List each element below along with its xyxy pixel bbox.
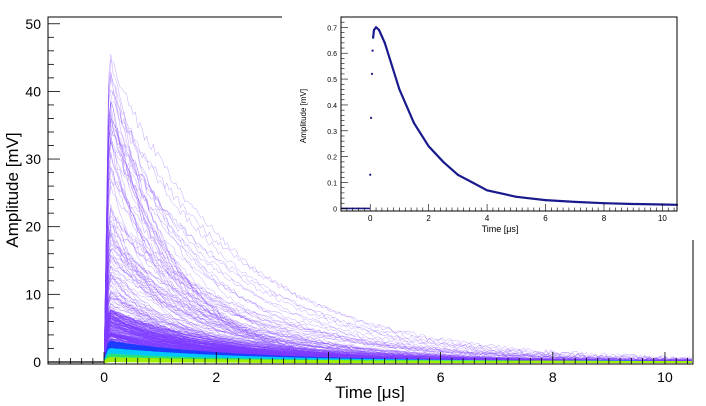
average-waveform-point [515, 195, 518, 198]
waveform-trace [103, 208, 692, 363]
waveform-trace [103, 118, 693, 363]
average-waveform-point [398, 88, 401, 91]
waveform-trace [103, 130, 693, 363]
waveform-trace [103, 260, 693, 363]
y-tick-label: 40 [25, 83, 41, 99]
waveform-trace [103, 256, 692, 363]
inset-y-tick-label: 0.4 [327, 103, 337, 110]
waveform-trace [103, 59, 693, 362]
y-tick-label: 50 [25, 16, 41, 32]
waveform-trace [103, 90, 692, 363]
waveform-trace [103, 234, 692, 363]
average-waveform-point [544, 199, 547, 202]
waveform-band-trace [103, 359, 692, 363]
inset-x-tick-label: 10 [658, 214, 667, 223]
average-waveform-point [602, 202, 606, 205]
average-waveform-point [369, 116, 373, 119]
x-tick-label: 0 [100, 369, 108, 385]
y-tick-label: 20 [25, 219, 41, 235]
y-tick-label: 30 [25, 151, 41, 167]
average-waveform-point [456, 173, 459, 176]
waveform-trace [103, 225, 692, 363]
waveform-trace [103, 215, 692, 363]
y-tick-label: 0 [33, 354, 41, 370]
inset-y-tick-label: 0 [333, 206, 337, 213]
inset-frame [340, 16, 678, 212]
average-waveform-point [371, 49, 374, 52]
inset-plot: 0 2 4 6 8 10 0 0.1 0.2 0.3 0.4 0.5 0.6 0.7 Time [μs] Am… [282, 8, 694, 240]
average-waveform-point [412, 121, 416, 125]
average-waveform-point [372, 36, 375, 39]
inset-y-tick-label: 0.6 [327, 51, 337, 58]
average-waveform-point [427, 145, 430, 148]
inset-y-tick-label: 0.2 [327, 155, 337, 162]
average-waveform-point [377, 28, 381, 32]
average-waveform-point [370, 72, 374, 76]
waveform-trace [103, 137, 692, 363]
inset-x-axis-label: Time [μs] [482, 224, 519, 234]
average-waveform-point [573, 200, 576, 204]
waveform-trace [103, 218, 693, 362]
waveform-trace [103, 312, 692, 362]
x-tick-label: 4 [325, 369, 333, 385]
inset-x-tick-label: 2 [426, 214, 431, 223]
average-waveform-point [442, 160, 445, 163]
inset-x-tick-label: 8 [602, 214, 607, 223]
waveform-trace [103, 239, 692, 362]
x-tick-label: 6 [437, 369, 445, 385]
waveform-trace [103, 225, 692, 363]
inset-y-tick-label: 0.3 [327, 129, 337, 136]
average-waveform-point [485, 189, 489, 192]
y-axis-label: Amplitude [mV] [3, 132, 22, 247]
inset-y-tick-label: 0.1 [327, 181, 337, 188]
waveform-trace [103, 241, 692, 362]
inset-background [282, 8, 694, 240]
waveform-trace [103, 291, 692, 363]
inset-y-tick-label: 0.5 [327, 77, 337, 84]
waveform-trace [103, 248, 693, 363]
x-axis-label: Time [μs] [335, 383, 405, 402]
y-tick-label: 10 [25, 286, 41, 302]
waveform-trace [103, 178, 692, 363]
average-waveform-point [632, 202, 635, 206]
x-tick-label: 2 [212, 369, 220, 385]
waveform-trace [103, 124, 693, 362]
average-waveform-point [369, 173, 372, 176]
waveform-trace [103, 74, 693, 363]
inset-y-tick-label: 0.7 [327, 25, 337, 32]
waveform-trace [103, 117, 693, 363]
average-waveform-point [372, 28, 376, 32]
average-waveform-point [383, 41, 386, 44]
waveform-trace [103, 142, 693, 362]
inset-x-tick-label: 4 [485, 214, 490, 223]
waveform-trace [103, 248, 692, 363]
average-waveform-point [471, 181, 474, 184]
x-tick-label: 8 [549, 369, 557, 385]
inset-x-tick-label: 6 [543, 214, 548, 223]
inset-x-tick-label: 0 [368, 214, 373, 223]
x-tick-label: 10 [657, 369, 673, 385]
inset-y-axis-label: Amplitude [mV] [299, 89, 308, 143]
average-waveform-point [374, 26, 378, 29]
waveform-trace [103, 101, 693, 363]
waveform-traces [103, 54, 693, 363]
